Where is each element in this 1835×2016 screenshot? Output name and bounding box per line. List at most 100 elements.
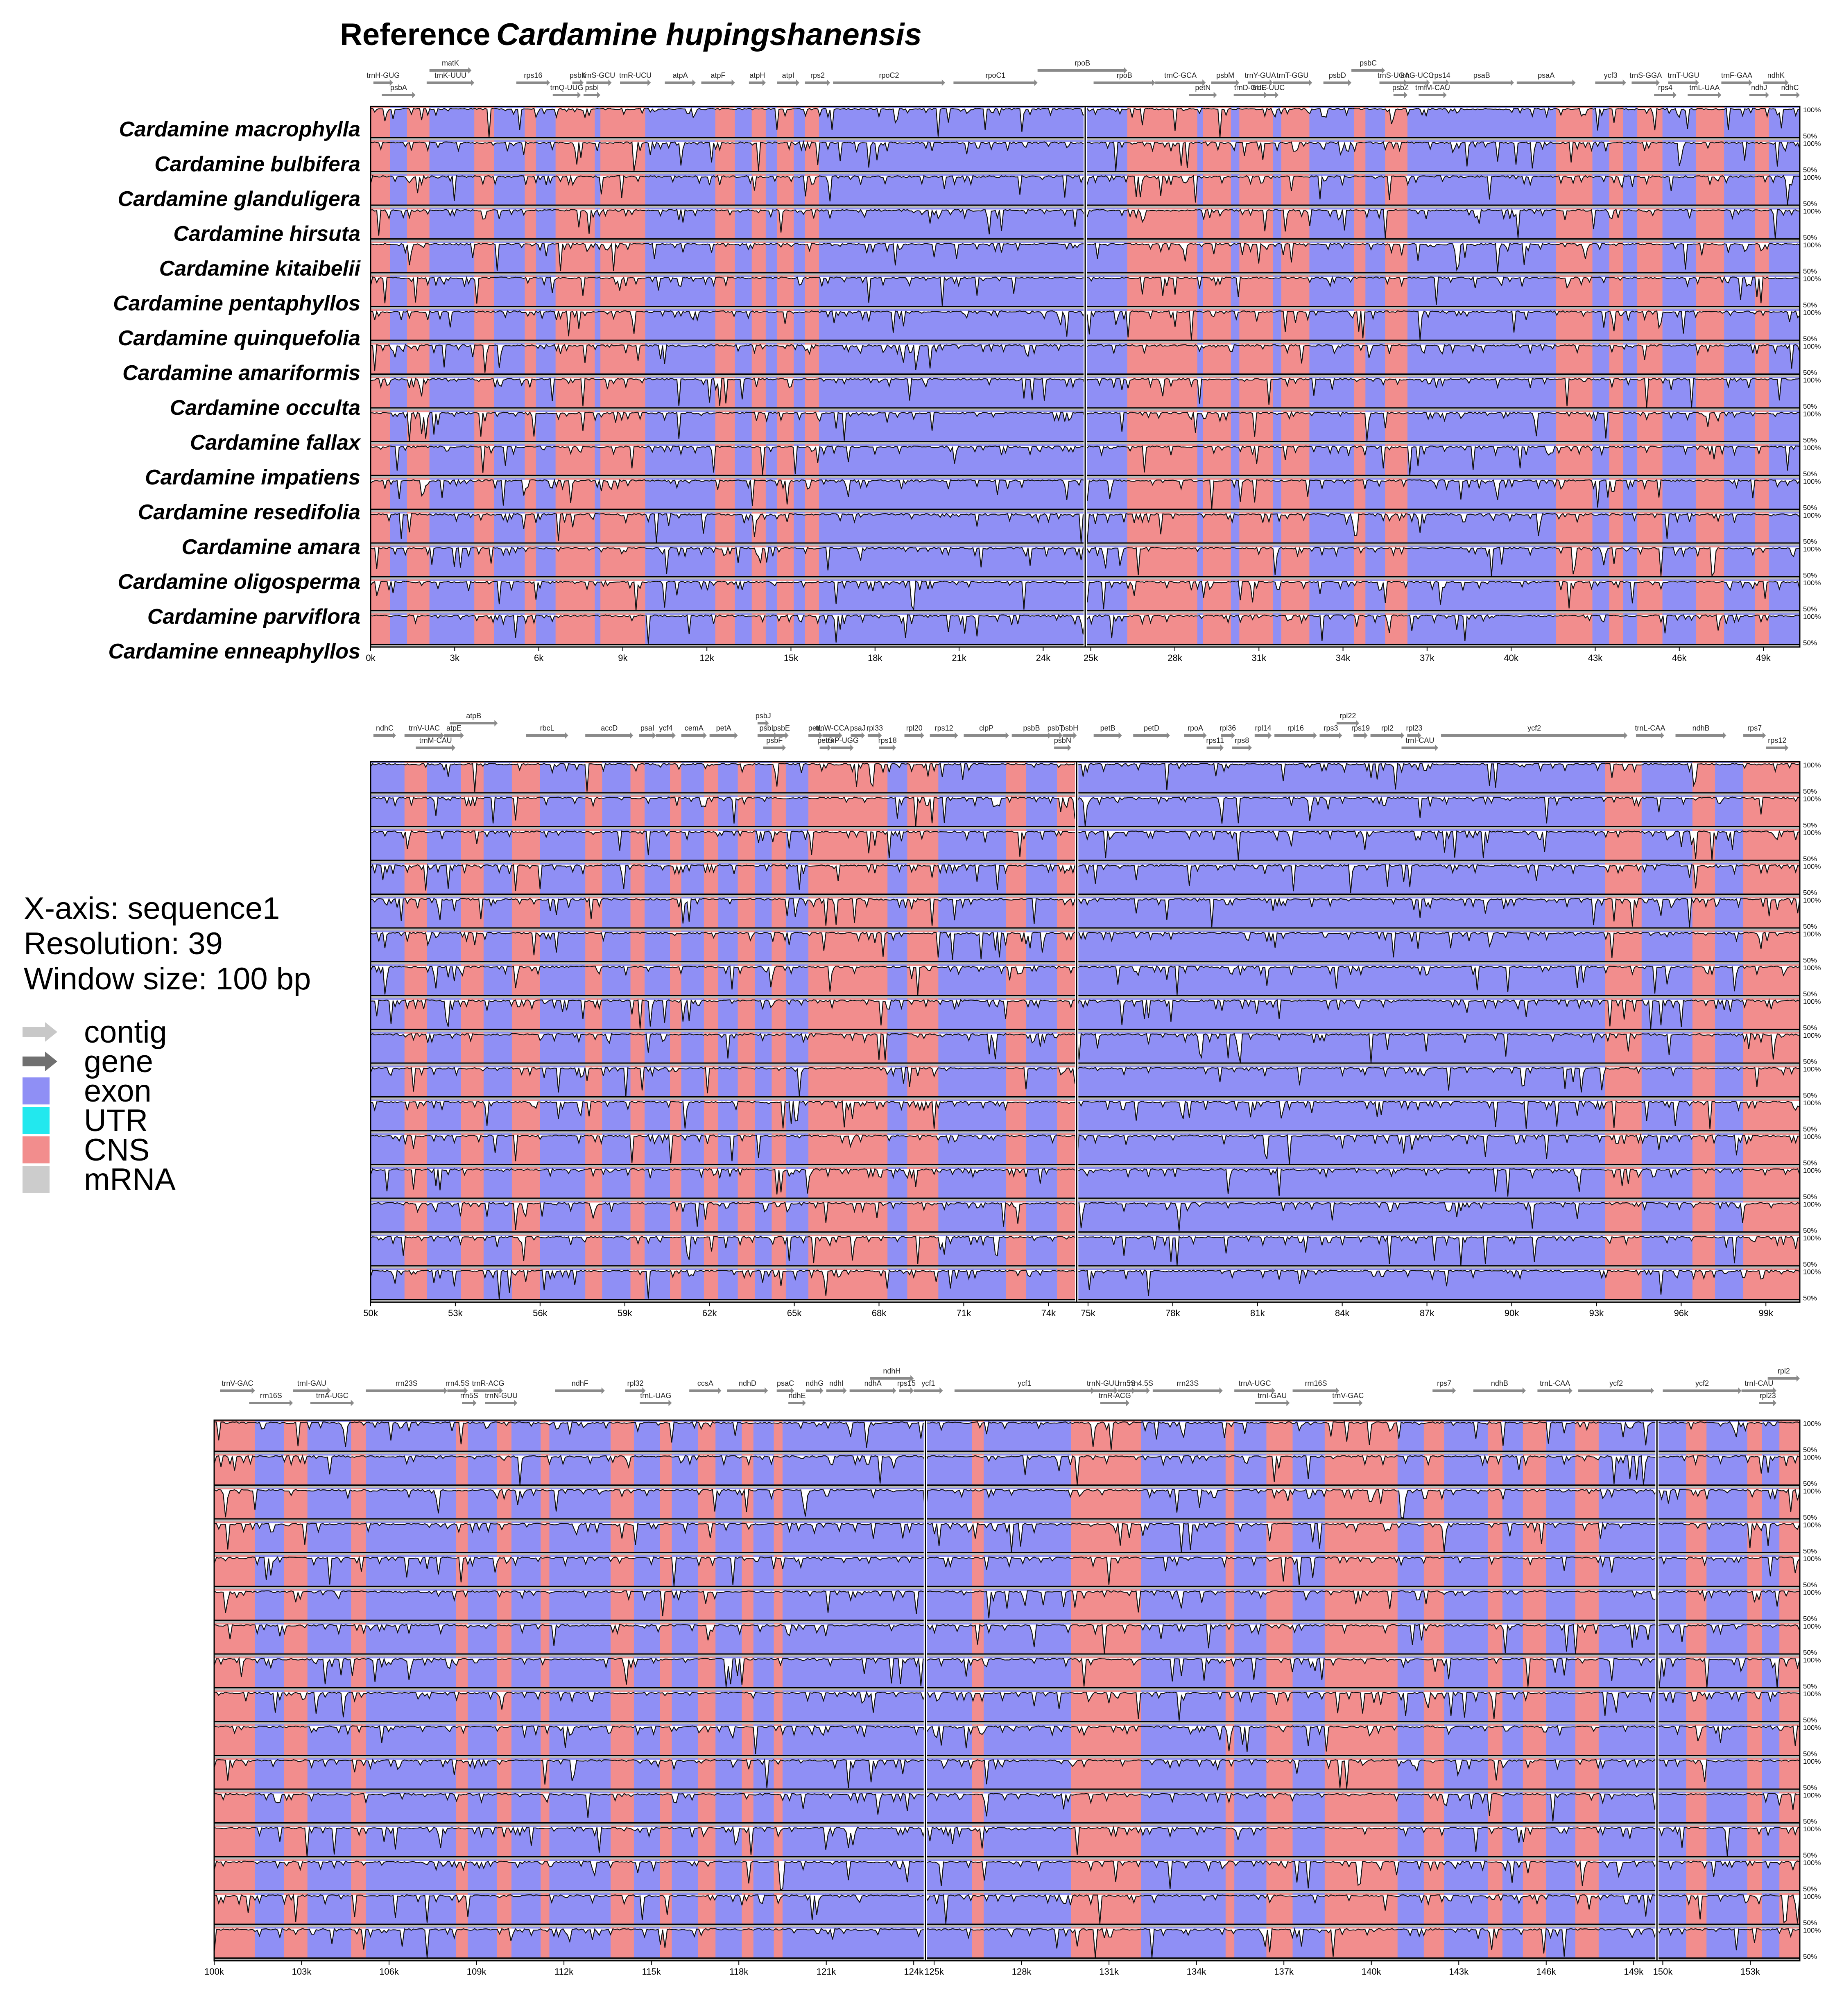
gene-arrow xyxy=(1636,732,1664,739)
pct-label-100: 100% xyxy=(1803,1555,1821,1563)
gene-arrow xyxy=(1333,1400,1363,1406)
gene-label: trnF-GAA xyxy=(1721,71,1752,79)
pct-label-50: 50% xyxy=(1803,1227,1817,1235)
gene-label: rps16 xyxy=(524,71,542,79)
pct-label-100: 100% xyxy=(1803,1167,1821,1174)
gene-arrow xyxy=(585,732,634,739)
identity-curve xyxy=(214,1623,1801,1654)
pct-label-100: 100% xyxy=(1803,930,1821,938)
track-separator xyxy=(371,1198,1800,1201)
gene-label: trnS-UGA xyxy=(1378,71,1410,79)
x-tick-label: 115k xyxy=(642,1966,661,1977)
pct-label-100: 100% xyxy=(1803,275,1821,283)
gene-label: trnV-GAC xyxy=(222,1379,253,1387)
x-tick-label: 143k xyxy=(1449,1966,1469,1977)
title-prefix: Reference xyxy=(340,17,491,52)
identity-curve xyxy=(370,1100,1800,1129)
gene-label: rrn4.5S xyxy=(446,1379,470,1387)
gene-label: psaJ xyxy=(850,724,866,732)
species-labels: Cardamine macrophylla Cardamine bulbifera… xyxy=(108,118,361,663)
species-label: Cardamine pentaphyllos xyxy=(113,292,360,315)
gene-label: psbZ xyxy=(1392,84,1409,92)
legend-label: exon xyxy=(84,1074,152,1109)
pct-label-50: 50% xyxy=(1803,1092,1817,1100)
gene-label: trnS-GGA xyxy=(1629,71,1662,79)
gene-arrow xyxy=(1011,732,1052,739)
track-separator xyxy=(214,1586,1800,1589)
gene-arrow xyxy=(1407,732,1421,739)
gene-arrow xyxy=(665,79,696,86)
pct-label-50: 50% xyxy=(1803,1750,1817,1758)
gene-label: psbT xyxy=(1048,724,1064,732)
species-label: Cardamine amariformis xyxy=(122,361,360,385)
x-tick-label: 112k xyxy=(554,1966,574,1977)
gene-label: trnR-ACG xyxy=(472,1379,505,1387)
track-separator xyxy=(371,1266,1800,1269)
gene-label: ndhG xyxy=(805,1379,824,1387)
gene-arrow xyxy=(899,1387,914,1394)
gene-arrow xyxy=(1675,732,1726,739)
info-window: Window size: 100 bp xyxy=(24,962,311,996)
pct-label-100: 100% xyxy=(1803,309,1821,317)
x-tick-label: 18k xyxy=(868,653,882,663)
legend-label: gene xyxy=(84,1044,153,1079)
legend-label: CNS xyxy=(84,1133,149,1168)
pct-label-100: 100% xyxy=(1803,896,1821,904)
identity-curve xyxy=(214,1792,1800,1821)
identity-curve xyxy=(370,762,1800,792)
species-label: Cardamine fallax xyxy=(190,431,361,455)
track-separator xyxy=(371,996,1800,998)
gene-label: rps3 xyxy=(1324,724,1338,732)
gene-arrow xyxy=(681,732,707,739)
gene-label: cemA xyxy=(685,724,704,732)
species-label: Cardamine bulbifera xyxy=(154,152,360,176)
x-tick-label: 68k xyxy=(872,1308,887,1318)
gene-arrow xyxy=(788,1400,806,1406)
pct-label-100: 100% xyxy=(1803,761,1821,769)
pct-label-100: 100% xyxy=(1803,1758,1821,1765)
gene-arrow xyxy=(1766,744,1789,751)
identity-curve xyxy=(213,1860,1800,1891)
identity-gap-fill xyxy=(371,311,1800,340)
gene-arrow xyxy=(776,1387,794,1394)
x-axis: 0k 3k 6k 9k 12k 15k 18k 21k 24k 25k 28k 31k 34k 37k 40… xyxy=(366,647,1771,663)
x-tick-label: 146k xyxy=(1536,1966,1557,1977)
pct-label-100: 100% xyxy=(1803,863,1821,871)
track-separator xyxy=(371,1097,1800,1100)
gene-label: rpl2 xyxy=(1381,724,1394,732)
legend-item-contig: contig xyxy=(23,1015,167,1050)
pct-label-50: 50% xyxy=(1803,234,1817,242)
x-tick-label: 93k xyxy=(1589,1308,1604,1318)
gene-arrow xyxy=(526,732,568,739)
gene-arrow xyxy=(805,79,830,86)
pct-label-100: 100% xyxy=(1803,208,1821,215)
identity-gap-fill xyxy=(371,797,1800,826)
identity-curve xyxy=(214,1420,1800,1450)
gene-arrow xyxy=(516,79,550,86)
pct-label-50: 50% xyxy=(1803,470,1817,478)
x-tick-label: 31k xyxy=(1252,653,1267,663)
gene-arrow xyxy=(1093,79,1156,86)
pct-label-100: 100% xyxy=(1803,964,1821,972)
identity-curve xyxy=(214,1488,1801,1519)
gene-arrow xyxy=(1763,79,1789,86)
gene-label: trnfM-CAU xyxy=(1415,84,1450,92)
gene-arrow xyxy=(382,92,416,98)
pct-label-50: 50% xyxy=(1803,200,1817,208)
pct-label-50: 50% xyxy=(1803,990,1817,998)
gene-label: psbE xyxy=(773,724,790,732)
gene-label: trnL-UAG xyxy=(640,1392,671,1400)
track-separator xyxy=(214,1823,1800,1826)
pct-label-100: 100% xyxy=(1803,174,1821,181)
x-tick-label: 118k xyxy=(729,1966,749,1977)
gene-label: trnT-UGU xyxy=(1668,71,1699,79)
pct-label-50: 50% xyxy=(1803,267,1817,275)
gene-arrow xyxy=(1432,79,1450,86)
gene-label: rpoB xyxy=(1075,59,1090,67)
gene-arrow xyxy=(689,1387,722,1394)
x-tick-label: 87k xyxy=(1420,1308,1435,1318)
gene-label: ndhB xyxy=(1491,1379,1508,1387)
gene-label: rps19 xyxy=(1351,724,1370,732)
legend-swatch-CNS xyxy=(23,1136,50,1163)
